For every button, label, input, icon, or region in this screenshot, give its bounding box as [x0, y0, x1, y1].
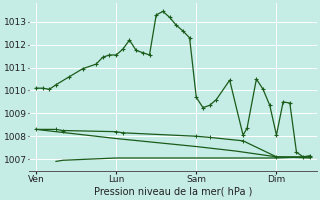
X-axis label: Pression niveau de la mer( hPa ): Pression niveau de la mer( hPa ) [94, 187, 252, 197]
